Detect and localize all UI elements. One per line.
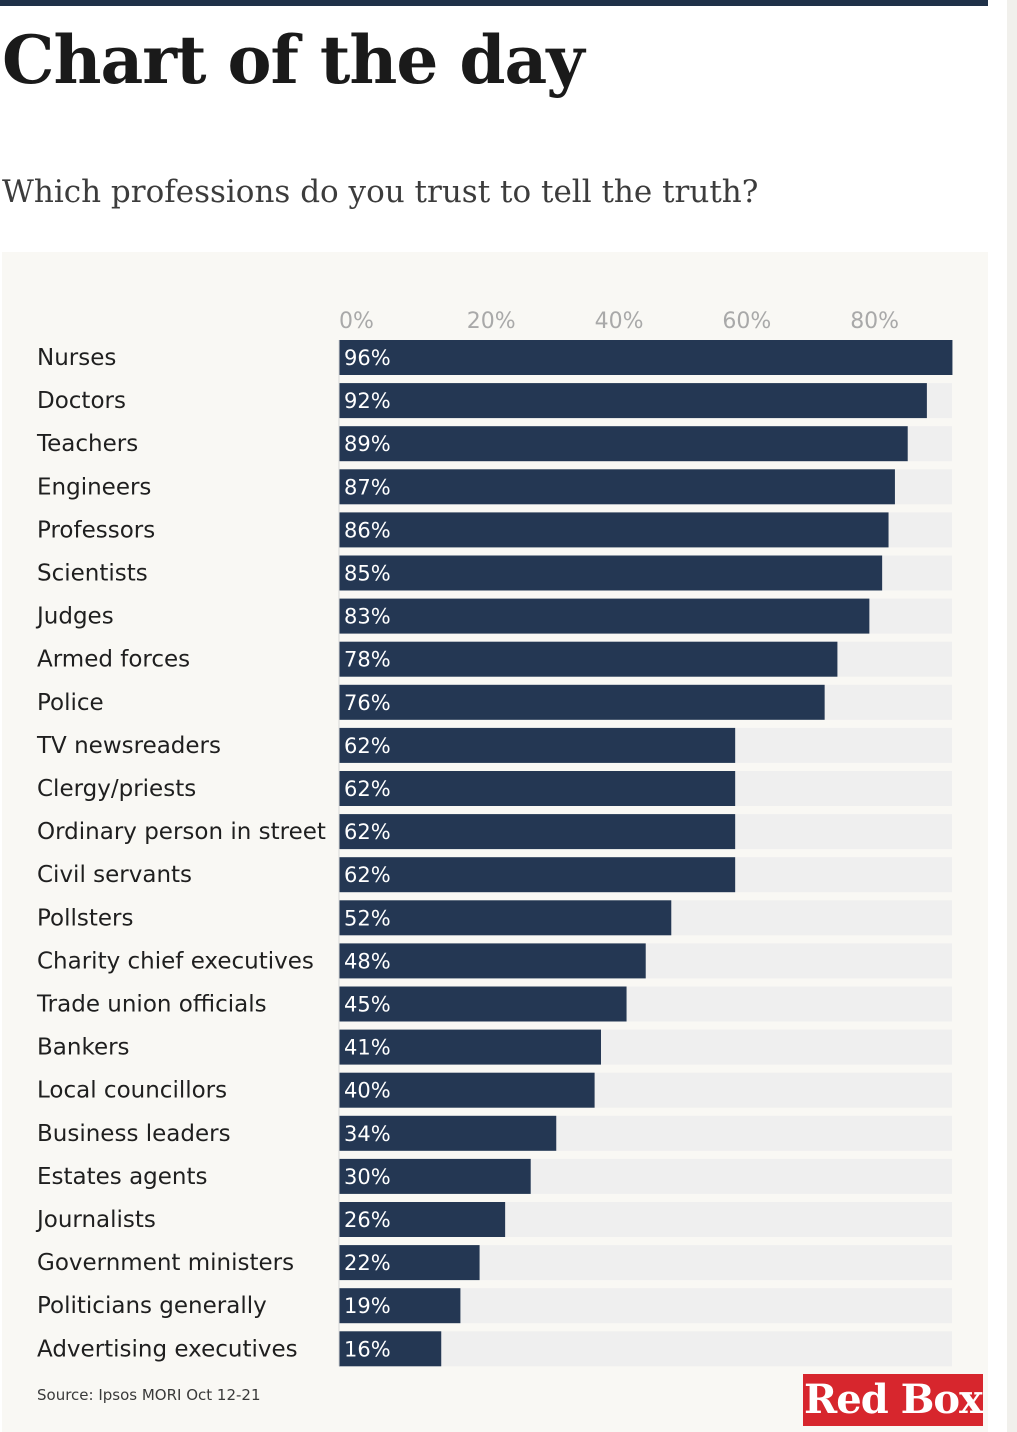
chart-panel: 0% 20% 40% 60% 80% Nurses 96% Doctors 92% Teacher…: [2, 252, 988, 1432]
value-label: 19%: [344, 1294, 391, 1318]
value-label: 34%: [344, 1122, 391, 1146]
red-box-logo[interactable]: Red Box: [803, 1374, 983, 1426]
bar: [339, 512, 889, 548]
category-label: Armed forces: [37, 647, 190, 673]
value-label: 22%: [344, 1251, 391, 1275]
value-label: 85%: [344, 562, 391, 586]
category-label: Nurses: [37, 345, 116, 371]
bar-chart: 0% 20% 40% 60% 80% Nurses 96% Doctors 92% Teacher…: [35, 309, 953, 1367]
category-label: Advertising executives: [37, 1336, 298, 1362]
category-label: Journalists: [35, 1207, 156, 1233]
value-label: 76%: [344, 691, 391, 715]
x-tick-label: 0%: [339, 309, 374, 334]
value-label: 86%: [344, 518, 391, 542]
value-label: 45%: [344, 993, 391, 1017]
bar: [339, 469, 895, 505]
value-label: 16%: [344, 1337, 391, 1361]
value-label: 30%: [344, 1165, 391, 1189]
bar: [339, 727, 736, 763]
category-label: Trade union officials: [36, 992, 267, 1018]
value-label: 62%: [344, 777, 391, 801]
category-label: Pollsters: [37, 905, 134, 931]
category-label: Civil servants: [37, 862, 192, 888]
category-label: Teachers: [36, 431, 138, 457]
bar: [339, 340, 953, 375]
value-label: 48%: [344, 949, 391, 973]
bar: [339, 1245, 480, 1281]
x-tick-label: 40%: [595, 309, 644, 334]
source-note: Source: Ipsos MORI Oct 12-21: [37, 1386, 261, 1404]
bar: [339, 986, 627, 1022]
page-title: Chart of the day: [2, 21, 585, 99]
category-label: Bankers: [37, 1035, 130, 1061]
bar: [339, 684, 825, 720]
bar: [339, 857, 736, 893]
value-label: 96%: [344, 346, 391, 370]
value-label: 40%: [344, 1079, 391, 1103]
top-rule: [0, 0, 988, 6]
bar: [339, 1029, 601, 1065]
x-tick-label: 20%: [467, 309, 516, 334]
value-label: 62%: [344, 820, 391, 844]
bar: [339, 771, 736, 806]
value-label: 89%: [344, 432, 391, 456]
value-label: 52%: [344, 906, 391, 930]
x-tick-label: 80%: [850, 309, 899, 334]
bar: [339, 1072, 595, 1108]
bar: [339, 1288, 461, 1324]
category-label: Ordinary person in street: [37, 819, 326, 845]
category-label: Local councillors: [37, 1078, 227, 1104]
bar: [339, 426, 908, 462]
bar: [339, 814, 736, 850]
category-label: Politicians generally: [37, 1293, 267, 1319]
value-label: 62%: [344, 863, 391, 887]
value-label: 78%: [344, 648, 391, 672]
page-edge: [1007, 0, 1017, 1432]
category-label: Professors: [37, 517, 155, 543]
category-label: Charity chief executives: [37, 948, 314, 974]
value-label: 92%: [344, 389, 391, 413]
category-label: Clergy/priests: [37, 776, 196, 802]
bar: [339, 555, 883, 591]
category-label: Judges: [35, 604, 114, 630]
chart-subtitle: Which professions do you trust to tell t…: [2, 174, 759, 210]
category-label: TV newsreaders: [36, 733, 221, 759]
value-label: 87%: [344, 475, 391, 499]
bar: [339, 943, 646, 979]
category-label: Government ministers: [37, 1250, 294, 1276]
bar: [339, 383, 927, 419]
value-label: 41%: [344, 1036, 391, 1060]
value-label: 83%: [344, 605, 391, 629]
value-label: 26%: [344, 1208, 391, 1232]
bar: [339, 1202, 506, 1237]
bar: [339, 1158, 531, 1194]
bar: [339, 641, 838, 677]
bar: [339, 598, 870, 634]
category-label: Scientists: [37, 561, 148, 587]
bar: [339, 900, 672, 936]
category-label: Business leaders: [37, 1121, 231, 1147]
value-label: 62%: [344, 734, 391, 758]
category-label: Engineers: [37, 474, 151, 500]
bar: [339, 1115, 557, 1151]
bar: [339, 1331, 442, 1367]
x-tick-label: 60%: [722, 309, 771, 334]
category-label: Estates agents: [37, 1164, 208, 1190]
category-label: Police: [37, 690, 104, 716]
category-label: Doctors: [37, 388, 126, 414]
